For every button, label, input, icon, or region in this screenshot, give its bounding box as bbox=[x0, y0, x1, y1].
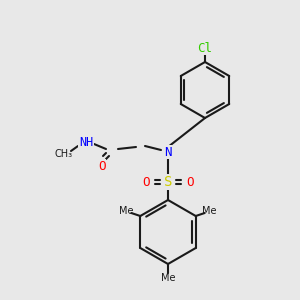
Text: Me: Me bbox=[161, 273, 175, 283]
Text: Me: Me bbox=[119, 206, 134, 216]
Text: O: O bbox=[98, 160, 106, 172]
Text: NH: NH bbox=[79, 136, 93, 148]
Text: N: N bbox=[164, 146, 172, 158]
Text: O: O bbox=[186, 176, 194, 188]
Text: S: S bbox=[164, 175, 172, 189]
Text: Cl: Cl bbox=[197, 41, 212, 55]
Text: O: O bbox=[142, 176, 150, 188]
Text: Me: Me bbox=[202, 206, 217, 216]
Text: CH₃: CH₃ bbox=[55, 149, 73, 159]
